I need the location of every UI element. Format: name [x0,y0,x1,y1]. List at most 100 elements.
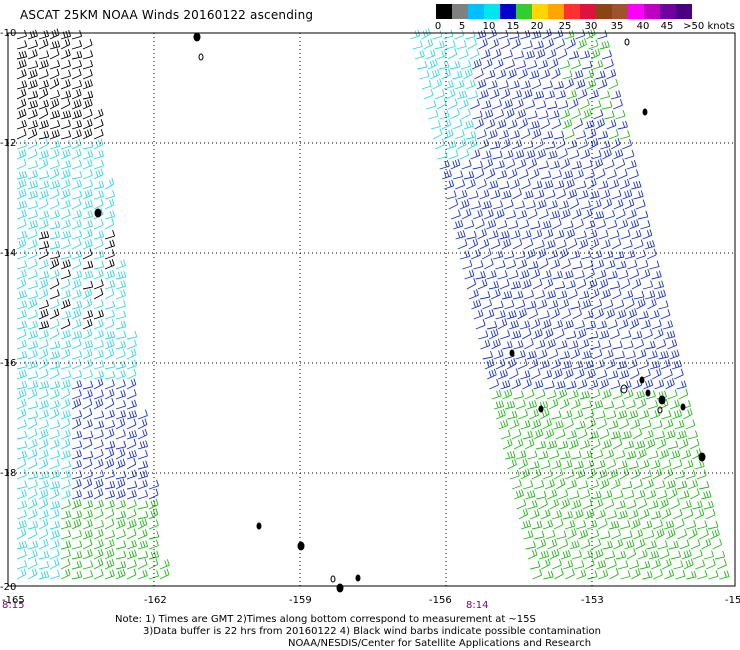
wind-barb [126,508,137,520]
wind-barb [665,429,676,440]
wind-barb [27,209,38,220]
wind-barb [60,148,71,160]
wind-barb [49,549,60,560]
wind-barb [126,449,137,460]
wind-barb [586,418,596,430]
wind-barb [38,130,50,140]
wind-barb [16,309,27,320]
wind-barb [38,50,50,60]
wind-barb [38,138,49,150]
wind-barb [591,199,602,210]
wind-barb [60,79,71,90]
wind-barb [604,110,615,120]
wind-barb [582,450,593,460]
wind-barb [115,369,126,380]
wind-barb [538,498,548,510]
wind-barb [565,568,575,580]
wind-barb [27,190,39,200]
wind-barb [507,410,518,420]
wind-barb [492,99,502,110]
wind-barb [49,500,61,510]
wind-barb [483,109,494,120]
wind-barb [115,280,127,290]
wind-barb [518,409,528,420]
wind-barb [126,519,137,530]
wind-barb [585,268,595,280]
wind-barb [631,278,642,290]
wind-barb [539,359,550,370]
wind-barb [115,568,126,580]
wind-barb [483,158,494,170]
wind-barb [584,169,595,180]
wind-barb [16,119,27,130]
wind-barb [548,299,559,310]
wind-barb [524,389,535,400]
wind-barb [436,49,447,60]
colorbar-swatch [676,4,692,19]
wind-barb [38,189,49,200]
wind-barb [547,538,558,550]
wind-barb [474,68,484,80]
wind-barb [602,198,613,210]
wind-barb [60,98,71,110]
wind-barb [630,518,641,530]
wind-barb [584,119,595,130]
wind-barb [555,38,566,50]
wind-barb [38,509,49,520]
wind-barb [82,248,93,260]
wind-barb [527,450,538,460]
wind-barb [552,319,563,330]
wind-barb [115,540,127,550]
wind-barb [502,290,513,300]
wind-barb [651,270,662,280]
wind-barb [38,259,49,270]
wind-barb [533,428,544,440]
wind-barb [16,559,28,570]
wind-barb [606,410,617,420]
wind-barb [674,368,684,380]
wind-barb [606,510,617,520]
wind-barb [16,328,27,340]
wind-barb [683,459,694,470]
wind-barb [596,219,607,230]
wind-barb [636,349,647,360]
wind-barb [60,348,71,360]
wind-barb [494,108,505,120]
wind-barb [16,339,27,350]
wind-barb [612,438,623,450]
wind-barb [16,149,27,160]
wind-barb [479,238,490,250]
wind-barb [608,370,619,380]
wind-barb [597,518,608,530]
wind-barb [510,178,520,190]
wind-barb [71,258,82,270]
wind-barb [27,269,38,280]
wind-barb [432,30,443,40]
wind-barb [654,430,665,440]
wind-barb [49,240,61,250]
wind-barb [27,488,38,500]
wind-barb [525,540,536,550]
wind-barb [115,550,127,560]
wind-barb [501,190,512,200]
wind-barb [646,540,657,550]
wind-barb [551,169,562,180]
wind-barb [115,510,127,520]
wind-barb [553,29,564,40]
lat-lon-grid [7,32,736,587]
left-swath-time: 8:15 [2,600,25,611]
wind-barb [104,529,116,540]
wind-barb [16,209,27,220]
axis-tick-labels: -165 -162 -159 -156 -153 -15-10-12-14-16-18-2… [0,28,740,606]
wind-barb [538,450,549,460]
wind-barb [582,550,593,560]
wind-barb [471,299,482,310]
wind-barb [536,148,547,160]
wind-barb [115,330,127,340]
wind-barb [596,320,608,330]
wind-barb [454,129,465,140]
wind-barb [604,550,616,560]
wind-barb [536,100,547,110]
wind-barb [564,368,574,380]
